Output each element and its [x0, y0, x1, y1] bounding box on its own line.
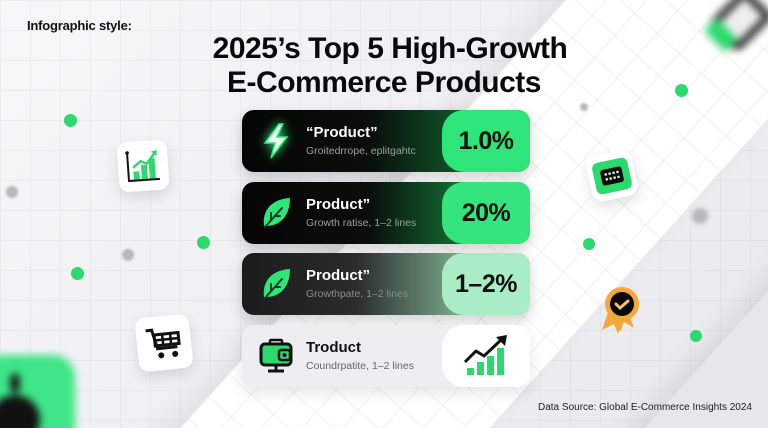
product-name: Product” [306, 267, 371, 284]
decor-dot [197, 236, 210, 249]
product-description: Growthpate, 1–2 lines [306, 288, 409, 300]
product-name: “Product” [306, 124, 378, 141]
wallet-monitor-icon [258, 338, 294, 374]
lightning-bolt-icon [258, 123, 294, 159]
decor-dot [690, 330, 702, 342]
page-title: 2025’s Top 5 High-Growth E-Commerce Prod… [0, 32, 768, 100]
shopping-cart-tile [134, 313, 194, 373]
data-source-footnote: Data Source: Global E-Commerce Insights … [538, 402, 752, 413]
keyboard-tile [584, 148, 640, 204]
decor-dot [692, 208, 708, 224]
growth-chart-badge [442, 325, 530, 387]
title-line-1: 2025’s Top 5 High-Growth [212, 32, 568, 65]
growth-value: 1.0% [442, 110, 530, 172]
keyboard-icon [600, 166, 624, 186]
growth-chart-icon [463, 335, 507, 375]
product-name: Troduct [306, 339, 361, 356]
decor-dot [583, 238, 595, 250]
product-description: Coundrpatite, 1–2 lines [306, 360, 414, 372]
growth-value: 20% [442, 182, 530, 244]
leaf-icon [258, 195, 294, 231]
growth-value: 1–2% [442, 253, 530, 315]
decor-dot [675, 84, 688, 97]
product-card-1: “Product” Groitedrrope, eplitgahtc 1.0% [242, 110, 530, 172]
product-card-4: Troduct Coundrpatite, 1–2 lines [242, 325, 530, 387]
title-line-2: E-Commerce Products [227, 66, 541, 99]
product-description: Groitedrrope, eplitgahtc [306, 145, 416, 157]
eyebrow-label: Infographic style: [27, 18, 132, 33]
leaf-icon [258, 266, 294, 302]
shopping-cart-icon [145, 328, 181, 359]
decor-dot [71, 267, 84, 280]
growth-chart-icon [125, 149, 161, 183]
product-description: Growth ratise, 1–2 lines [306, 217, 417, 229]
decor-dot [6, 186, 18, 198]
product-name: Product” [306, 196, 371, 213]
decor-dot [64, 114, 77, 127]
product-card-3: Product” Growthpate, 1–2 lines 1–2% [242, 253, 530, 315]
apple-icon [0, 355, 80, 428]
growth-chart-tile [116, 139, 170, 193]
award-badge-icon [602, 287, 639, 334]
product-card-2: Product” Growth ratise, 1–2 lines 20% [242, 182, 530, 244]
decor-dot [580, 103, 588, 111]
decor-dot [122, 249, 134, 261]
